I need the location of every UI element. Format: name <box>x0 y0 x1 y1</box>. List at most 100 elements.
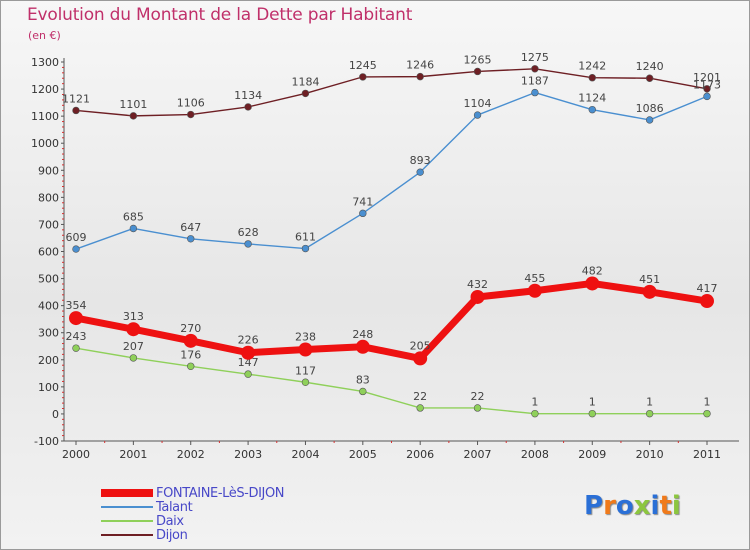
y-tick-label: -100 <box>34 435 59 448</box>
y-tick-label: 600 <box>38 246 59 259</box>
data-point-talant <box>473 111 482 119</box>
data-label-daix: 1 <box>646 396 653 409</box>
data-point-daix <box>531 409 539 418</box>
y-tick-label: 500 <box>38 273 59 286</box>
data-label-talant: 1173 <box>693 78 721 91</box>
data-point-fontaine-l-s-dijon <box>69 311 83 326</box>
x-tick-label: 2006 <box>406 448 434 461</box>
x-tick-label: 2003 <box>234 448 262 461</box>
data-label-fontaine-l-s-dijon: 313 <box>123 310 144 323</box>
data-point-dijon <box>301 89 310 98</box>
x-tick-label: 2007 <box>464 448 492 461</box>
legend-swatch-dijon <box>101 534 153 536</box>
data-point-dijon <box>244 103 252 111</box>
y-tick-label: 0 <box>52 408 59 421</box>
y-tick-label: 400 <box>38 300 59 313</box>
data-point-daix <box>244 370 252 378</box>
data-point-daix <box>645 409 654 418</box>
legend-label-talant: Talant <box>156 499 193 515</box>
legend-item-talant: Talant <box>101 499 284 515</box>
data-label-talant: 1104 <box>464 97 492 110</box>
data-label-talant: 611 <box>295 231 316 244</box>
x-tick-label: 2008 <box>521 448 549 461</box>
data-point-fontaine-l-s-dijon <box>700 294 714 309</box>
data-label-dijon: 1265 <box>464 53 492 66</box>
y-tick-label: 1300 <box>31 56 59 69</box>
data-point-talant <box>129 224 138 233</box>
legend-item-fontaine: FONTAINE-LèS-DIJON <box>101 485 285 501</box>
data-label-daix: 22 <box>413 390 427 403</box>
data-point-dijon <box>645 74 654 82</box>
legend-label-fontaine: FONTAINE-LèS-DIJON <box>156 485 285 501</box>
data-point-dijon <box>129 112 138 120</box>
data-label-dijon: 1245 <box>349 59 377 72</box>
data-label-daix: 243 <box>66 330 87 343</box>
data-label-daix: 83 <box>356 373 370 386</box>
y-tick-label: 1100 <box>31 110 59 123</box>
data-point-talant <box>645 116 654 124</box>
data-point-daix <box>301 378 310 386</box>
data-point-dijon <box>588 74 596 82</box>
x-tick-label: 2001 <box>119 448 147 461</box>
data-point-dijon <box>703 85 711 93</box>
data-point-daix <box>359 387 367 396</box>
data-point-dijon <box>72 106 80 115</box>
y-tick-label: 1000 <box>31 137 59 150</box>
data-point-dijon <box>473 67 482 76</box>
data-label-talant: 741 <box>352 195 373 208</box>
data-label-fontaine-l-s-dijon: 226 <box>238 334 259 347</box>
data-label-dijon: 1275 <box>521 51 549 64</box>
series-line-daix <box>75 347 708 415</box>
data-label-dijon: 1201 <box>693 71 721 84</box>
data-label-daix: 1 <box>589 396 596 409</box>
data-point-daix <box>187 362 195 370</box>
data-label-dijon: 1240 <box>636 60 664 73</box>
data-label-dijon: 1134 <box>234 89 262 102</box>
data-point-daix <box>72 344 80 352</box>
legend-item-dijon: Dijon <box>101 528 284 543</box>
chart-title: Evolution du Montant de la Dette par Hab… <box>27 5 413 25</box>
logo-letter: x <box>633 491 651 521</box>
data-point-fontaine-l-s-dijon <box>413 351 428 366</box>
data-label-fontaine-l-s-dijon: 455 <box>524 272 545 285</box>
series-line-fontaine-l-s-dijon <box>72 279 711 362</box>
data-label-daix: 147 <box>238 356 259 369</box>
data-label-dijon: 1246 <box>406 59 434 72</box>
y-tick-label: 200 <box>38 354 59 367</box>
chart-subtitle: (en €) <box>28 29 61 42</box>
data-point-talant <box>588 105 596 114</box>
data-label-daix: 1 <box>531 396 538 409</box>
logo-letter: o <box>615 491 634 521</box>
data-label-daix: 22 <box>471 390 485 403</box>
data-label-fontaine-l-s-dijon: 482 <box>582 264 603 277</box>
data-label-fontaine-l-s-dijon: 417 <box>697 282 718 295</box>
data-label-talant: 893 <box>410 154 431 167</box>
x-tick-label: 2004 <box>291 448 319 461</box>
legend-label-daix: Daix <box>156 513 184 529</box>
logo-letter: i <box>650 491 660 521</box>
x-tick-label: 2009 <box>578 448 606 461</box>
data-point-talant <box>531 88 539 97</box>
data-point-fontaine-l-s-dijon <box>585 276 600 291</box>
logo-letter: t <box>659 491 672 521</box>
data-point-talant <box>187 235 195 243</box>
data-label-dijon: 1106 <box>177 97 205 110</box>
data-label-talant: 609 <box>66 231 87 244</box>
logo-letter: P <box>584 491 604 521</box>
y-tick-label: 700 <box>38 218 59 231</box>
data-point-talant <box>703 92 711 101</box>
data-point-fontaine-l-s-dijon <box>183 333 198 348</box>
logo-letter: i <box>671 491 681 521</box>
data-label-daix: 117 <box>295 364 316 377</box>
y-tick-label: 1200 <box>31 83 59 96</box>
data-point-daix <box>129 354 138 362</box>
data-label-talant: 647 <box>180 221 201 234</box>
data-point-talant <box>359 209 367 218</box>
legend: FONTAINE-LèS-DIJON Talant Daix Dijon <box>101 485 285 543</box>
data-label-talant: 1187 <box>521 75 549 88</box>
series-line-dijon <box>75 68 708 117</box>
data-label-fontaine-l-s-dijon: 205 <box>410 339 431 352</box>
legend-item-daix: Daix <box>101 513 284 529</box>
x-tick-label: 2005 <box>349 448 377 461</box>
